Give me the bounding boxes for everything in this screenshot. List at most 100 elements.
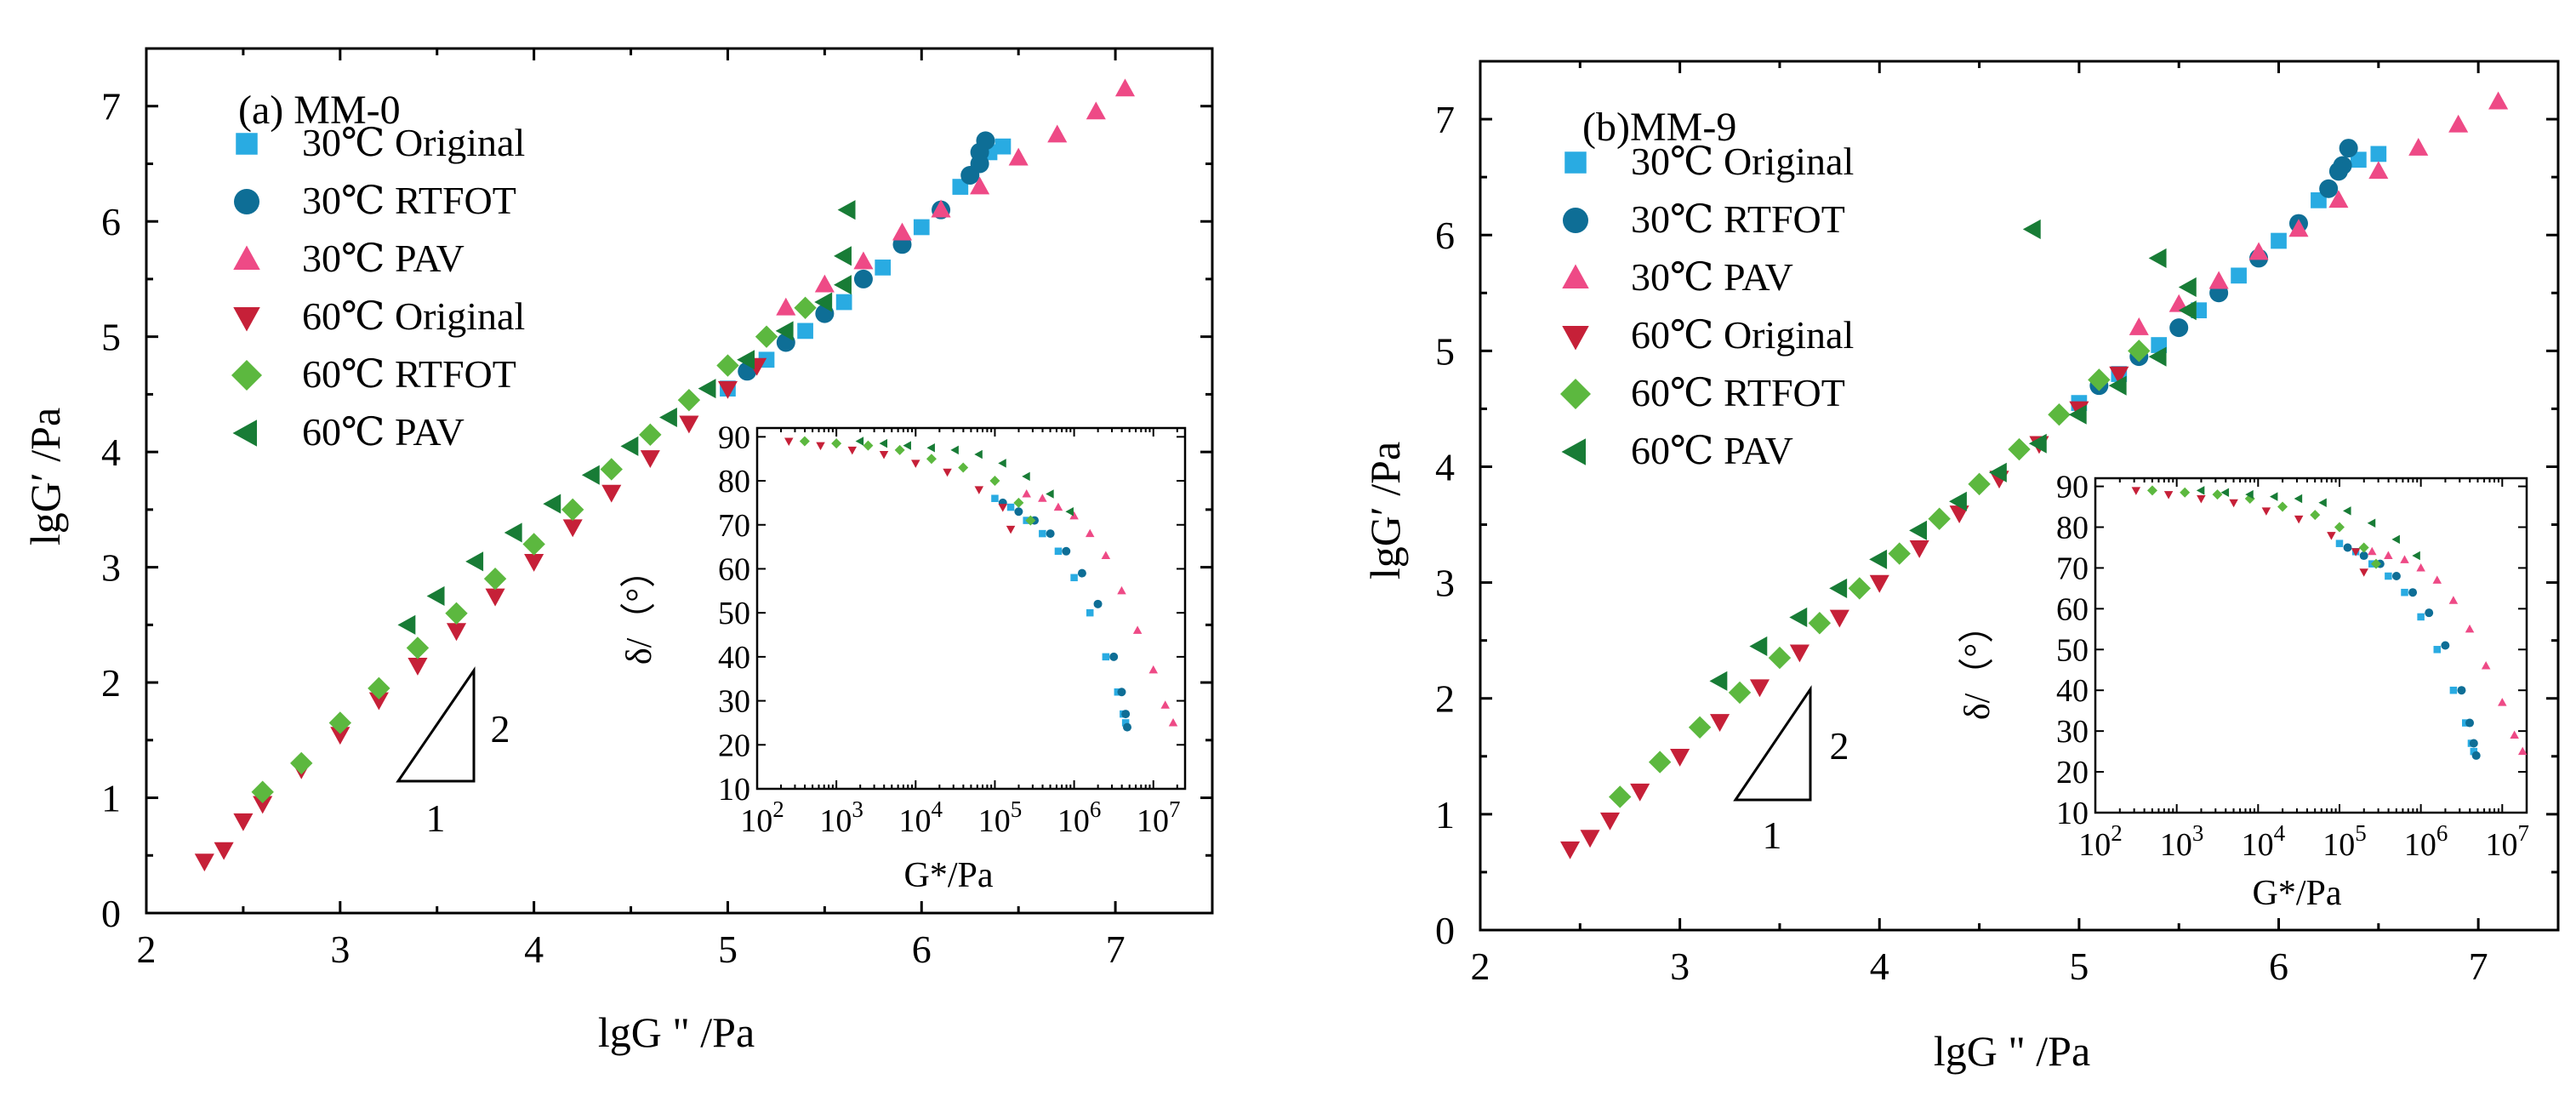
data-point [407, 657, 428, 676]
inset-data-point [2416, 562, 2425, 572]
data-point [698, 379, 716, 399]
legend-marker [1562, 264, 1589, 288]
legend-label: 30℃ Original [302, 121, 525, 164]
inset-data-point [2294, 494, 2303, 504]
data-point [775, 321, 794, 341]
inset-data-point [1025, 515, 1036, 526]
data-point [1086, 101, 1106, 120]
data-point [1968, 472, 1991, 496]
inset-data-point [998, 459, 1006, 468]
inset-data-point [2343, 543, 2352, 552]
y-tick-label: 5 [101, 316, 121, 359]
inset-data-point [2180, 487, 2191, 498]
x-axis-label: lgG " /Pa [598, 1008, 755, 1056]
legend-label: 30℃ PAV [1631, 255, 1793, 299]
inset-y-tick-label: 30 [2056, 714, 2089, 750]
data-point [504, 522, 522, 543]
data-point [677, 388, 701, 412]
inset-data-point [2469, 739, 2478, 748]
x-tick-label: 5 [718, 928, 738, 971]
inset-data-point [2229, 499, 2238, 508]
inset-data-point [2401, 588, 2408, 597]
inset-x-tick-base: 10 [740, 803, 772, 839]
y-axis-label: lgG′ /Pa [21, 408, 69, 545]
data-point [2068, 404, 2087, 425]
inset-data-point [2335, 539, 2344, 547]
data-point [600, 458, 623, 481]
data-point [834, 246, 852, 266]
inset-data-point [950, 445, 959, 455]
inset-data-point [2391, 534, 2400, 545]
inset-data-point [2261, 507, 2271, 516]
data-point [640, 450, 660, 469]
inset-data-point [998, 504, 1008, 512]
inset-x-tick-exponent: 3 [2192, 820, 2204, 846]
inset-data-point [2385, 572, 2392, 580]
inset-x-tick-label: 105 [978, 796, 1023, 839]
inset-chart: 102 103 104 105 106 107102030405060708090G*/P… [620, 420, 1187, 895]
data-point [2178, 277, 2197, 298]
inset-x-tick-base: 10 [899, 803, 932, 839]
data-point [2368, 161, 2389, 180]
data-point [2271, 232, 2287, 249]
data-point [2448, 114, 2469, 133]
data-point [214, 842, 234, 860]
panel-title: (b)MM-9 [1582, 105, 1736, 150]
inset-x-tick-exponent: 4 [932, 796, 943, 822]
data-point [1949, 491, 1967, 511]
data-point [1008, 147, 1029, 166]
data-point [913, 219, 930, 236]
inset-data-point [1148, 665, 1158, 674]
legend-label: 60℃ Original [302, 294, 525, 338]
legend-marker [1564, 151, 1587, 174]
inset-x-tick-label: 104 [899, 796, 943, 839]
data-point [679, 415, 699, 434]
data-point [290, 751, 313, 775]
inset-data-point [2425, 608, 2434, 618]
legend-label: 60℃ RTFOT [302, 352, 516, 396]
inset-data-point [989, 476, 1000, 487]
inset-data-point [2146, 485, 2157, 496]
inset-x-tick-base: 10 [1137, 803, 1169, 839]
data-point [368, 692, 389, 711]
inset-data-point [855, 437, 864, 446]
data-point [794, 296, 817, 319]
inset-x-tick-label: 106 [1057, 796, 1102, 839]
data-point [952, 179, 969, 195]
inset-x-tick-base: 10 [978, 803, 1011, 839]
data-point [233, 813, 254, 831]
data-point [2370, 146, 2387, 163]
inset-y-tick-label: 30 [718, 684, 750, 720]
inset-data-point [1093, 599, 1103, 608]
inset-y-tick-label: 40 [2056, 673, 2089, 709]
data-point [1829, 609, 1849, 628]
y-tick-label: 7 [101, 85, 121, 128]
data-point [581, 465, 600, 485]
data-point [2108, 375, 2127, 396]
inset-data-point [1077, 568, 1086, 578]
y-tick-label: 3 [1435, 562, 1455, 605]
inset-x-tick-label: 103 [819, 796, 863, 839]
data-point [1909, 520, 1927, 540]
inset-x-tick-exponent: 6 [2436, 820, 2448, 846]
legend-label: 60℃ Original [1631, 313, 1854, 357]
inset-data-point [1039, 529, 1046, 538]
inset-data-point [2343, 506, 2351, 516]
data-point [2488, 91, 2509, 110]
plot-frame [1479, 60, 2560, 932]
data-point [2328, 162, 2348, 181]
legend-marker [232, 420, 257, 447]
inset-data-point [2470, 747, 2478, 756]
data-point [1709, 671, 1728, 691]
inset-y-tick-label: 90 [2056, 470, 2089, 505]
data-point [1789, 644, 1809, 663]
y-axis-label: lgG′ /Pa [1361, 442, 1409, 579]
inset-data-point [1117, 688, 1126, 697]
data-point [814, 274, 835, 293]
inset-data-point [894, 444, 905, 455]
inset-data-point [974, 486, 984, 494]
legend-marker [1560, 379, 1591, 409]
inset-data-point [831, 438, 842, 449]
